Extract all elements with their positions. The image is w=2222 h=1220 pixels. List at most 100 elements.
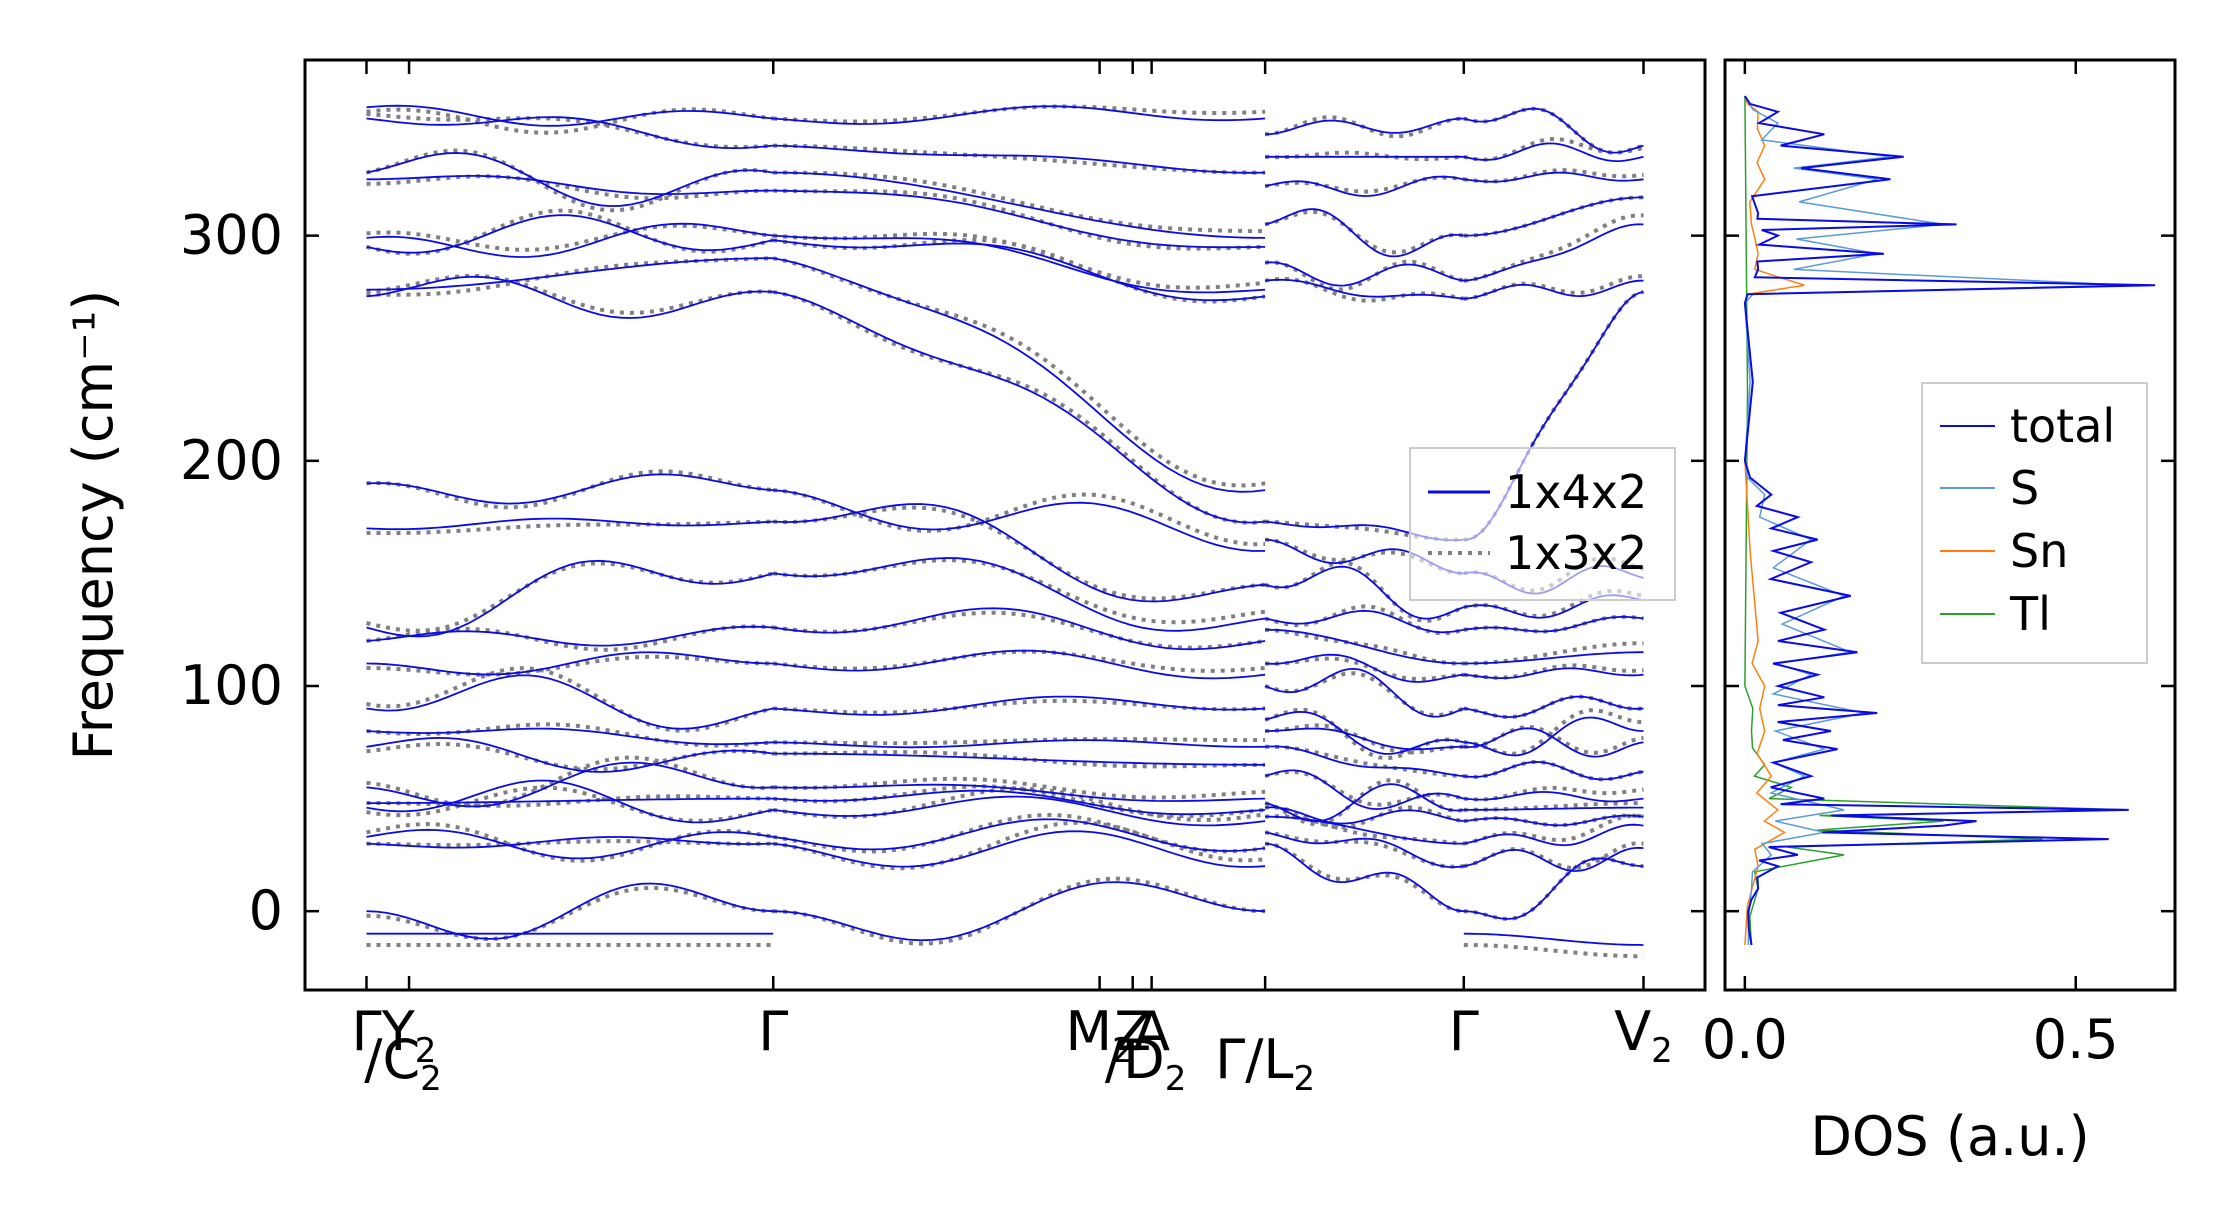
dos-x-tick-label: 0.0 — [1702, 1008, 1788, 1071]
band-line-1x4x2 — [366, 828, 774, 860]
band-line-1x4x2 — [1463, 760, 1644, 781]
band-line-1x3x2 — [366, 666, 774, 733]
band-line-1x4x2 — [773, 695, 1266, 716]
band-line-1x4x2 — [366, 473, 774, 505]
band-line-1x3x2 — [1264, 560, 1465, 623]
band-panel-frame — [303, 58, 1707, 992]
band-line-1x4x2 — [773, 830, 1266, 868]
band-line-1x4x2 — [1264, 667, 1465, 718]
band-y-axis-ticks: 0 100 200 300 — [180, 204, 1705, 942]
band-line-1x4x2 — [773, 291, 1266, 524]
band-line-1x3x2 — [772, 289, 1266, 525]
band-line-1x4x2 — [1463, 716, 1644, 757]
band-line-1x4x2 — [1463, 806, 1644, 811]
y-tick-label: 100 — [180, 654, 283, 717]
band-line-1x4x2 — [366, 517, 774, 531]
dos-legend: total S Sn Tl — [1921, 382, 2148, 664]
band-line-1x4x2 — [1264, 710, 1464, 755]
y-tick-label: 300 — [180, 204, 283, 267]
legend-label-1x3x2: 1x3x2 — [1505, 526, 1647, 580]
band-line-1x4x2 — [366, 761, 774, 808]
band-line-1x4x2 — [773, 234, 1266, 294]
band-line-1x4x2 — [1264, 831, 1464, 869]
band-line-1x4x2 — [773, 783, 1266, 802]
band-line-1x4x2 — [1264, 208, 1464, 258]
band-line-1x4x2 — [1264, 565, 1465, 620]
band-line-1x3x2 — [1264, 769, 1465, 807]
band-line-1x4x2 — [366, 175, 774, 196]
band-line-1x3x2 — [1463, 785, 1644, 802]
band-line-1x3x2 — [366, 654, 774, 677]
band-line-1x4x2 — [773, 257, 1266, 493]
band-line-1x4x2 — [1265, 745, 1464, 777]
y-tick-label: 200 — [180, 429, 283, 492]
band-line-1x4x2 — [366, 651, 774, 676]
band-line-1x3x2 — [366, 519, 774, 536]
band-line-1x4x2 — [773, 105, 1266, 125]
dos-legend-box — [1921, 382, 2148, 664]
band-line-1x3x2 — [366, 839, 774, 848]
band-line-1x4x2 — [366, 214, 774, 254]
band-line-1x3x2 — [366, 174, 774, 201]
band-line-1x4x2 — [1463, 196, 1644, 237]
k-point-label: V2 — [1614, 1000, 1673, 1071]
k-point-label: /D2 — [1105, 1028, 1186, 1099]
legend-label-sn: Sn — [2010, 524, 2068, 578]
band-line-1x3x2 — [1265, 519, 1464, 542]
band-line-1x3x2 — [1264, 627, 1464, 666]
band-line-1x3x2 — [772, 256, 1266, 488]
band-line-1x4x2 — [1463, 107, 1644, 154]
band-line-1x4x2 — [1463, 791, 1644, 803]
band-line-1x4x2 — [773, 739, 1266, 749]
band-line-1x3x2 — [773, 750, 1266, 769]
band-line-1x4x2 — [773, 239, 1266, 302]
band-line-1x4x2 — [1265, 117, 1464, 136]
band-line-1x4x2 — [1265, 727, 1464, 751]
band-line-1x4x2 — [1463, 932, 1644, 946]
band-line-1x3x2 — [1264, 604, 1465, 636]
band-line-1x3x2 — [1264, 805, 1465, 830]
band-line-1x4x2 — [366, 727, 774, 746]
band-line-1x4x2 — [1463, 651, 1644, 665]
band-line-1x4x2 — [1265, 842, 1464, 913]
band-line-1x3x2 — [1265, 656, 1464, 682]
band-lines — [366, 104, 1645, 959]
band-legend: 1x4x2 1x3x2 — [1409, 447, 1676, 601]
band-line-1x4x2 — [366, 275, 774, 319]
k-point-label: Y2 — [381, 1000, 437, 1071]
k-point-label: Γ — [758, 1000, 788, 1063]
dos-panel-frame — [1723, 58, 2177, 992]
band-line-1x4x2 — [366, 222, 774, 258]
dos-curve-total — [1743, 95, 2156, 946]
band-line-1x4x2 — [366, 625, 774, 647]
band-line-1x4x2 — [366, 152, 774, 208]
band-line-1x4x2 — [773, 649, 1266, 680]
band-line-1x3x2 — [773, 188, 1266, 251]
legend-label-1x4x2: 1x4x2 — [1505, 465, 1647, 519]
band-line-1x4x2 — [773, 789, 1266, 816]
band-line-1x3x2 — [773, 776, 1266, 800]
band-line-1x3x2 — [773, 505, 1266, 601]
k-point-label: /C2 — [364, 1028, 442, 1099]
band-line-1x3x2 — [1264, 175, 1465, 194]
band-line-1x4x2 — [1463, 279, 1644, 300]
band-line-1x3x2 — [1264, 830, 1464, 869]
band-line-1x4x2 — [1463, 846, 1644, 872]
band-line-1x3x2 — [366, 208, 774, 256]
band-line-1x4x2 — [366, 674, 774, 730]
band-line-1x4x2 — [773, 607, 1266, 651]
y-tick-label: 0 — [249, 879, 283, 942]
band-line-1x4x2 — [1463, 727, 1644, 758]
band-line-1x4x2 — [773, 489, 1266, 552]
band-line-1x3x2 — [1463, 641, 1644, 666]
band-line-1x4x2 — [1463, 171, 1644, 183]
band-line-1x3x2 — [773, 104, 1266, 124]
band-line-1x4x2 — [773, 752, 1266, 766]
band-line-1x4x2 — [1265, 278, 1464, 300]
dos-curve-s — [1744, 95, 2129, 946]
band-line-1x4x2 — [773, 171, 1266, 239]
band-line-1x4x2 — [1463, 667, 1644, 679]
band-line-1x4x2 — [1264, 609, 1464, 634]
